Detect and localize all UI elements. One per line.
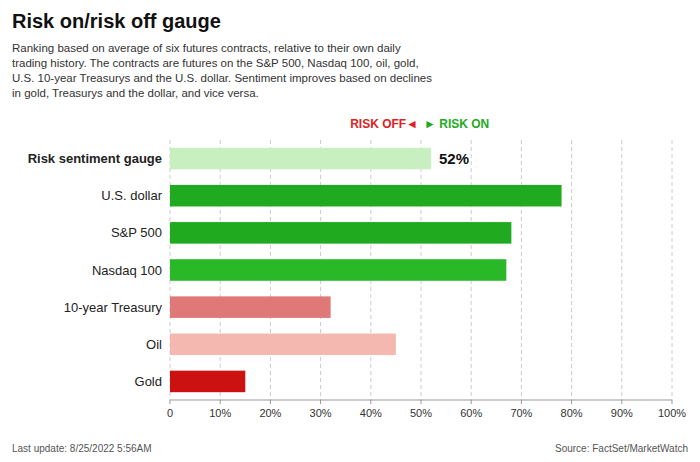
annotation: 52%: [439, 150, 469, 167]
x-tick: [270, 400, 271, 404]
y-tick-label: 10-year Treasury: [64, 300, 163, 315]
y-tick-label: S&P 500: [111, 225, 162, 240]
annotation: RISK OFF◄: [350, 117, 418, 131]
y-tick-label: Gold: [135, 374, 162, 389]
x-tick: [370, 400, 371, 404]
bar: [170, 334, 396, 356]
x-tick-label: 80%: [561, 407, 583, 419]
x-tick: [471, 400, 472, 404]
grid-line: [521, 140, 522, 400]
x-tick-label: 70%: [510, 407, 532, 419]
y-axis: Risk sentiment gauge U.S. dollar S&P 500 Na…: [28, 151, 163, 389]
x-tick-label: 60%: [460, 407, 482, 419]
x-tick-label: 0: [167, 407, 173, 419]
x-axis-line: [170, 400, 672, 401]
x-tick: [220, 400, 221, 404]
x-axis: 0 10% 20% 30% 40% 50% 60% 70% 80% 90% 100%: [167, 400, 686, 419]
x-tick: [421, 400, 422, 404]
bar: [170, 185, 562, 207]
subtitle-line: Ranking based on average of six futures …: [12, 42, 401, 54]
chart: Risk on/risk off gauge Ranking based on a…: [0, 0, 700, 462]
x-tick-label: 20%: [259, 407, 281, 419]
x-tick: [571, 400, 572, 404]
x-tick-label: 10%: [209, 407, 231, 419]
subtitle-line: U.S. 10-year Treasurys and the U.S. doll…: [12, 72, 432, 84]
subtitle: Ranking based on average of six futures …: [12, 42, 432, 99]
background: [0, 0, 700, 462]
y-tick-label: Nasdaq 100: [92, 263, 162, 278]
annotation: ► RISK ON: [424, 117, 489, 131]
x-tick-label: 90%: [611, 407, 633, 419]
grid: [170, 140, 672, 400]
subtitle-line: in gold, Treasurys and the dollar, and v…: [12, 87, 259, 99]
x-tick-label: 30%: [310, 407, 332, 419]
x-tick-label: 40%: [360, 407, 382, 419]
footer: Source: FactSet/MarketWatch: [555, 443, 688, 454]
grid-line: [672, 140, 673, 400]
x-tick: [521, 400, 522, 404]
title: Risk on/risk off gauge: [12, 10, 221, 32]
grid-line: [571, 140, 572, 400]
bars: [170, 148, 562, 392]
x-tick: [320, 400, 321, 404]
y-tick-label: Risk sentiment gauge: [28, 151, 162, 166]
y-tick-label: U.S. dollar: [101, 188, 162, 203]
bar: [170, 259, 506, 281]
x-tick-label: 50%: [410, 407, 432, 419]
y-tick-label: Oil: [146, 337, 162, 352]
bar: [170, 222, 511, 244]
footer: Last update: 8/25/2022 5:56AM: [12, 443, 152, 454]
bar: [170, 296, 331, 318]
x-tick-label: 100%: [658, 407, 686, 419]
x-tick: [621, 400, 622, 404]
bar: [170, 148, 431, 170]
bar: [170, 371, 245, 393]
x-tick: [170, 400, 171, 404]
subtitle-line: trading history. The contracts are futur…: [12, 57, 419, 69]
grid-line: [621, 140, 622, 400]
x-tick: [672, 400, 673, 404]
